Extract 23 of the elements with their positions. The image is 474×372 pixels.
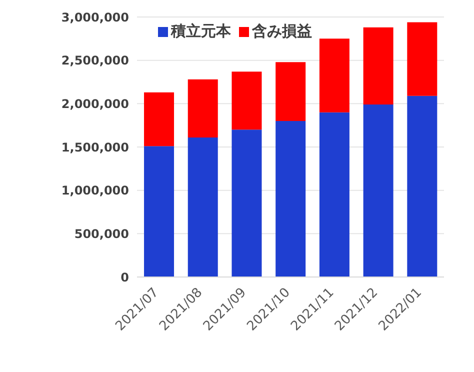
bar [319,112,350,277]
y-tick-label: 1,500,000 [61,140,129,154]
bar [188,79,218,138]
y-tick-label: 0 [120,270,129,284]
bar [407,96,438,277]
bar [319,38,350,112]
y-tick-label: 500,000 [74,226,129,241]
y-tick-label: 1,000,000 [61,184,129,198]
bar [144,92,174,146]
legend-label: 含み損益 [252,22,312,41]
bar [363,27,394,105]
bar [407,22,438,96]
bar [232,72,262,130]
bar [276,62,306,121]
bar [363,104,394,277]
legend-label: 積立元本 [171,22,231,41]
y-tick-label: 2,000,000 [61,96,129,111]
bar [188,137,218,277]
bar [276,121,306,277]
bar [232,130,262,277]
y-tick-label: 2,500,000 [61,54,129,68]
y-tick-label: 3,000,000 [61,10,129,24]
bar [144,146,174,277]
